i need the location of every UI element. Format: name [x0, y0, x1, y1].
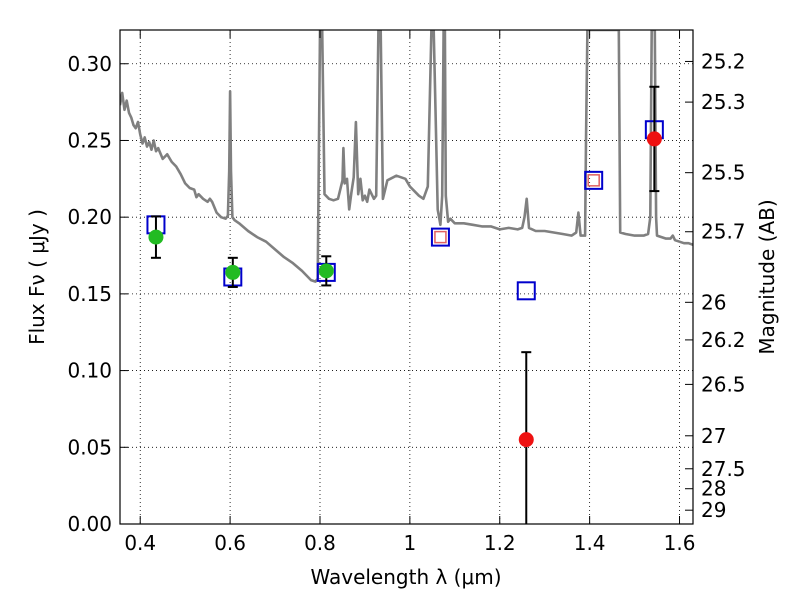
x-tick-label: 1.6 — [664, 531, 696, 555]
observation-point — [225, 264, 241, 280]
y-tick-label: 0.10 — [67, 359, 112, 383]
right-tick-label: 25.3 — [701, 90, 746, 114]
spectrum-line — [120, 30, 693, 283]
right-tick-label: 29 — [701, 498, 726, 522]
plot-area — [120, 30, 693, 524]
x-tick-label: 0.6 — [214, 531, 246, 555]
observation-point — [318, 263, 334, 279]
x-tick-label: 1.4 — [574, 531, 606, 555]
model-box — [430, 227, 450, 247]
y-axis-label: Flux Fν ( μJy ) — [25, 209, 49, 345]
right-tick-label: 28 — [701, 477, 726, 501]
observation-point — [148, 229, 164, 245]
right-tick-label: 25.7 — [701, 220, 746, 244]
y-tick-label: 0.05 — [67, 435, 112, 459]
right-tick-label: 27.5 — [701, 457, 746, 481]
right-tick-label: 27 — [701, 424, 726, 448]
right-tick-label: 25.2 — [701, 49, 746, 73]
x-tick-label: 1 — [404, 531, 417, 555]
y-tick-label: 0.20 — [67, 205, 112, 229]
right-tick-label: 26 — [701, 290, 726, 314]
y-tick-label: 0.15 — [67, 282, 112, 306]
right-tick-label: 26.2 — [701, 328, 746, 352]
y-tick-label: 0.30 — [67, 52, 112, 76]
right-tick-label: 25.5 — [701, 161, 746, 185]
spectrum-layer — [120, 30, 693, 283]
plot-frame — [119, 29, 694, 525]
model-box-inner — [587, 174, 600, 187]
model-box-inner — [434, 230, 447, 244]
model-box — [584, 170, 604, 190]
x-axis-ticks: 0.4 0.6 0.8 1 1.2 1.4 1.6 — [124, 30, 695, 555]
x-axis-label: Wavelength λ (μm) — [310, 565, 501, 589]
y-axis-ticks: 0.00 0.05 0.10 0.15 0.20 0.25 0.30 — [67, 52, 128, 536]
observation-point — [518, 432, 534, 448]
model-box — [516, 281, 536, 301]
x-tick-label: 0.8 — [304, 531, 336, 555]
observation-point — [646, 131, 662, 147]
right-axis-label: Magnitude (AB) — [755, 199, 779, 354]
x-tick-label: 1.2 — [484, 531, 516, 555]
observation-layer — [148, 85, 662, 524]
y-tick-label: 0.00 — [67, 512, 112, 536]
right-tick-label: 26.5 — [701, 372, 746, 396]
y-tick-label: 0.25 — [67, 128, 112, 152]
x-tick-label: 0.4 — [124, 531, 156, 555]
